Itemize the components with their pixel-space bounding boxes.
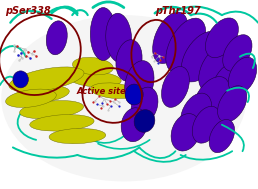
Ellipse shape	[70, 72, 121, 87]
Ellipse shape	[228, 57, 257, 94]
Ellipse shape	[13, 71, 28, 88]
Ellipse shape	[199, 44, 235, 92]
Ellipse shape	[9, 67, 84, 92]
Ellipse shape	[116, 40, 142, 81]
Ellipse shape	[209, 119, 235, 153]
Text: pSer338: pSer338	[5, 6, 51, 16]
Ellipse shape	[30, 115, 94, 131]
Ellipse shape	[171, 114, 200, 151]
Ellipse shape	[49, 129, 106, 144]
Ellipse shape	[46, 21, 67, 55]
Ellipse shape	[91, 83, 136, 99]
Ellipse shape	[13, 86, 69, 103]
Ellipse shape	[134, 110, 155, 132]
Ellipse shape	[153, 12, 188, 64]
Ellipse shape	[205, 18, 238, 58]
Ellipse shape	[20, 101, 84, 119]
Ellipse shape	[90, 8, 116, 60]
Ellipse shape	[166, 18, 206, 73]
Ellipse shape	[106, 13, 132, 62]
Ellipse shape	[162, 67, 189, 107]
Text: Active site: Active site	[76, 87, 126, 96]
Ellipse shape	[217, 86, 247, 122]
Ellipse shape	[125, 84, 143, 105]
Ellipse shape	[181, 32, 221, 82]
Ellipse shape	[6, 89, 56, 108]
Ellipse shape	[131, 87, 158, 125]
Ellipse shape	[211, 63, 243, 107]
Ellipse shape	[194, 77, 230, 120]
Ellipse shape	[1, 15, 246, 181]
Ellipse shape	[181, 93, 212, 134]
Text: pThr197: pThr197	[155, 6, 200, 16]
Ellipse shape	[192, 106, 221, 143]
Ellipse shape	[72, 57, 113, 75]
Ellipse shape	[125, 61, 154, 106]
Ellipse shape	[223, 35, 252, 71]
Ellipse shape	[121, 108, 147, 142]
